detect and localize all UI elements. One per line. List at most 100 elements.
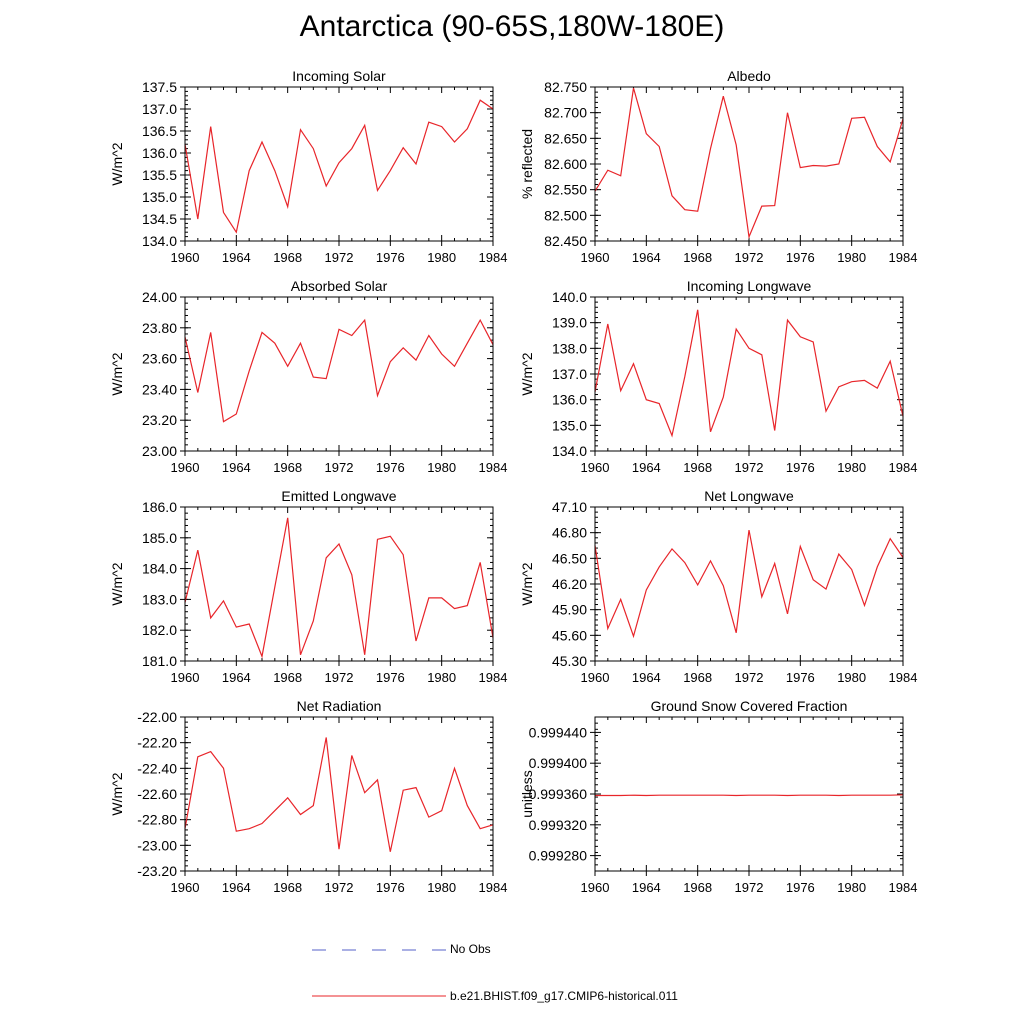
plot-frame [594, 506, 904, 662]
x-tick-label: 1984 [479, 250, 508, 265]
panel-title: Incoming Solar [292, 68, 386, 84]
x-tick-label: 1972 [735, 460, 764, 475]
plot-frame [184, 296, 494, 452]
y-tick-label: 137.0 [552, 366, 587, 382]
y-tick-label: -22.40 [137, 760, 177, 776]
x-tick-label: 1968 [683, 460, 712, 475]
x-tick-label: 1976 [376, 460, 405, 475]
x-tick-label: 1960 [171, 880, 200, 895]
y-tick-label: 186.0 [142, 499, 177, 515]
x-tick-label: 1980 [427, 880, 456, 895]
x-tick-label: 1984 [889, 880, 918, 895]
y-tick-label: 0.999320 [529, 817, 588, 833]
x-tick-label: 1972 [735, 880, 764, 895]
panel-albedo: Albedo % reflected 1960 1964 1968 1972 1976 198… [519, 68, 917, 265]
x-tick-label: 1980 [427, 250, 456, 265]
x-tick-label: 1976 [786, 460, 815, 475]
x-tick-label: 1964 [632, 250, 661, 265]
y-axis-label: % reflected [519, 129, 535, 199]
panel-title: Net Longwave [704, 488, 794, 504]
y-axis-label: W/m^2 [109, 562, 125, 605]
y-tick-label: -22.00 [137, 709, 177, 725]
y-tick-label: -22.80 [137, 812, 177, 828]
x-tick-label: 1968 [683, 880, 712, 895]
y-tick-label: 0.999360 [529, 786, 588, 802]
x-tick-label: 1968 [683, 250, 712, 265]
y-axis-label: W/m^2 [109, 772, 125, 815]
y-tick-label: 45.60 [552, 627, 587, 643]
y-tick-label: 136.0 [142, 145, 177, 161]
x-tick-label: 1976 [786, 250, 815, 265]
x-tick-label: 1960 [171, 250, 200, 265]
series-line [184, 517, 494, 659]
panel-net-radiation: Net Radiation W/m^2 1960 1964 1968 1972 1976 19… [109, 698, 507, 895]
x-tick-label: 1984 [889, 670, 918, 685]
x-tick-label: 1964 [222, 460, 251, 475]
plot-frame [594, 296, 904, 452]
y-tick-label: 23.20 [142, 412, 177, 428]
y-tick-label: 135.5 [142, 167, 177, 183]
y-tick-label: 45.90 [552, 602, 587, 618]
y-tick-label: 82.700 [544, 105, 587, 121]
x-tick-label: 1984 [889, 460, 918, 475]
panel-incoming-solar: Incoming Solar W/m^2 1960 1964 1968 1972 1976 1… [109, 68, 507, 265]
panel-ground-snow-covered-fraction: Ground Snow Covered Fraction unitless 1960… [519, 698, 917, 895]
y-tick-label: 137.5 [142, 79, 177, 95]
x-tick-label: 1976 [376, 670, 405, 685]
y-tick-label: 138.0 [552, 340, 587, 356]
x-tick-label: 1964 [222, 250, 251, 265]
x-tick-label: 1980 [837, 460, 866, 475]
y-tick-label: 0.999280 [529, 848, 588, 864]
y-tick-label: 134.0 [142, 233, 177, 249]
y-tick-label: 23.60 [142, 351, 177, 367]
x-tick-label: 1960 [581, 460, 610, 475]
y-tick-label: 82.500 [544, 207, 587, 223]
y-tick-label: 134.5 [142, 211, 177, 227]
legend-lines [312, 949, 446, 997]
x-tick-label: 1980 [837, 250, 866, 265]
y-tick-label: 136.0 [552, 392, 587, 408]
x-tick-label: 1960 [581, 250, 610, 265]
y-axis-label: W/m^2 [519, 352, 535, 395]
x-tick-label: 1980 [837, 670, 866, 685]
panel-net-longwave: Net Longwave W/m^2 1960 1964 1968 1972 1976 198… [519, 488, 917, 685]
x-tick-label: 1960 [171, 460, 200, 475]
panel-title: Ground Snow Covered Fraction [651, 698, 848, 714]
y-tick-label: 185.0 [142, 530, 177, 546]
y-tick-label: 181.0 [142, 653, 177, 669]
x-tick-label: 1968 [683, 670, 712, 685]
x-tick-label: 1968 [273, 250, 302, 265]
panel-incoming-longwave: Incoming Longwave W/m^2 1960 1964 1968 1972 19… [519, 278, 917, 475]
x-tick-label: 1980 [837, 880, 866, 895]
x-tick-label: 1960 [581, 670, 610, 685]
y-tick-label: 82.600 [544, 156, 587, 172]
x-tick-label: 1980 [427, 670, 456, 685]
y-tick-label: 182.0 [142, 622, 177, 638]
x-tick-label: 1964 [632, 880, 661, 895]
y-tick-label: -23.00 [137, 837, 177, 853]
series-line [184, 99, 494, 234]
x-tick-label: 1976 [786, 880, 815, 895]
y-tick-label: -23.20 [137, 863, 177, 879]
x-tick-label: 1968 [273, 880, 302, 895]
y-tick-label: 82.750 [544, 79, 587, 95]
y-tick-label: 46.20 [552, 576, 587, 592]
y-tick-label: 24.00 [142, 289, 177, 305]
page-title: Antarctica (90-65S,180W-180E) [299, 10, 725, 43]
y-tick-label: 46.50 [552, 550, 587, 566]
x-tick-label: 1972 [325, 250, 354, 265]
y-tick-label: 134.0 [552, 443, 587, 459]
y-tick-label: 82.650 [544, 130, 587, 146]
y-tick-label: 183.0 [142, 591, 177, 607]
y-tick-label: 135.0 [142, 189, 177, 205]
panel-title: Incoming Longwave [687, 278, 812, 294]
x-tick-label: 1976 [376, 250, 405, 265]
x-tick-label: 1972 [325, 460, 354, 475]
plot-frame [184, 86, 494, 242]
x-tick-label: 1968 [273, 670, 302, 685]
x-tick-label: 1960 [581, 880, 610, 895]
panel-emitted-longwave: Emitted Longwave W/m^2 1960 1964 1968 1972 197… [109, 488, 507, 685]
y-tick-label: 82.450 [544, 233, 587, 249]
y-axis-label: W/m^2 [109, 352, 125, 395]
